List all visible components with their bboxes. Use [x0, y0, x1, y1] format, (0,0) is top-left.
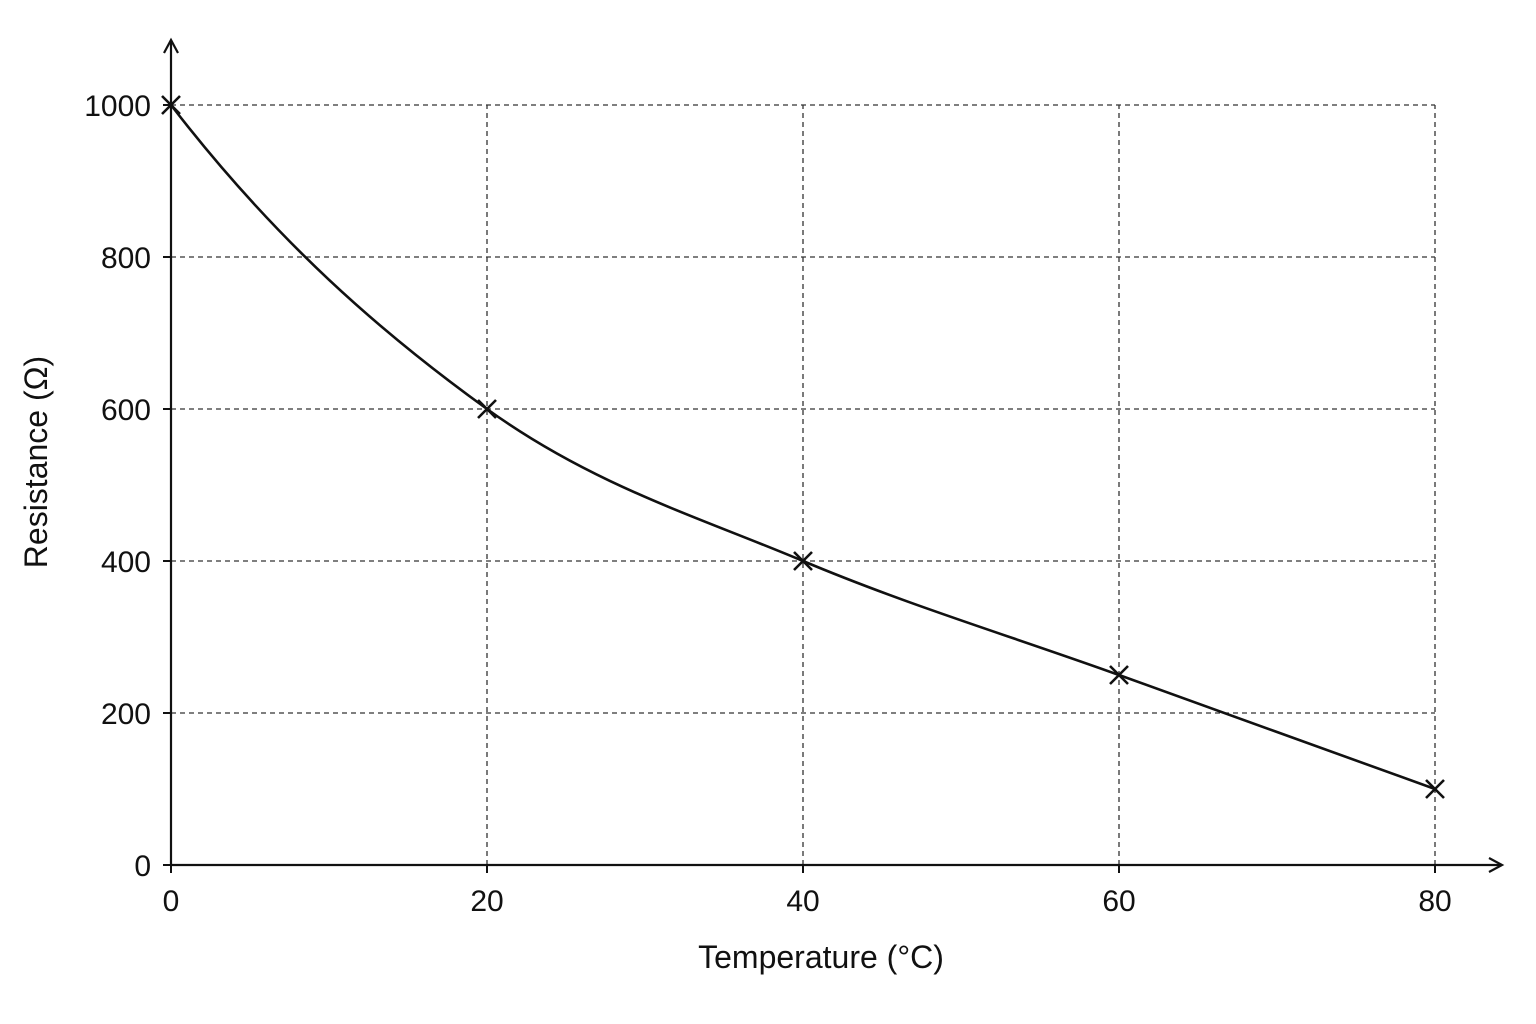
marker-stroke	[477, 399, 497, 419]
y-tick-label-0: 0	[134, 850, 151, 883]
x-tick-label-20: 20	[470, 885, 503, 918]
axes	[163, 37, 1505, 873]
data-point-x0	[161, 95, 181, 115]
y-axis-title: Resistance (Ω)	[18, 356, 54, 568]
data-markers	[161, 95, 1445, 799]
x-axis-title: Temperature (°C)	[698, 939, 944, 975]
x-tick-label-80: 80	[1418, 885, 1451, 918]
series-curve	[169, 104, 1436, 791]
tick-labels: 0 200 400 600 800 1000 0 20 40 60 80	[84, 90, 1451, 918]
marker-stroke	[1425, 779, 1445, 799]
data-point-x80	[1425, 779, 1445, 799]
series-line	[169, 104, 1436, 791]
y-tick-label-600: 600	[101, 394, 151, 427]
y-tick-label-1000: 1000	[84, 90, 151, 123]
grid	[171, 104, 1436, 865]
y-tick-label-400: 400	[101, 546, 151, 579]
data-point-x20	[477, 399, 497, 419]
marker-stroke	[161, 95, 181, 115]
data-point-x60	[1109, 665, 1129, 685]
x-axis-arrow	[1488, 857, 1505, 873]
x-tick-label-40: 40	[786, 885, 819, 918]
y-axis-arrow	[163, 37, 179, 54]
x-tick-label-0: 0	[163, 885, 180, 918]
y-tick-label-800: 800	[101, 242, 151, 275]
marker-stroke	[793, 551, 813, 571]
x-tick-label-60: 60	[1102, 885, 1135, 918]
marker-stroke	[1109, 665, 1129, 685]
y-tick-label-200: 200	[101, 698, 151, 731]
data-point-x40	[793, 551, 813, 571]
